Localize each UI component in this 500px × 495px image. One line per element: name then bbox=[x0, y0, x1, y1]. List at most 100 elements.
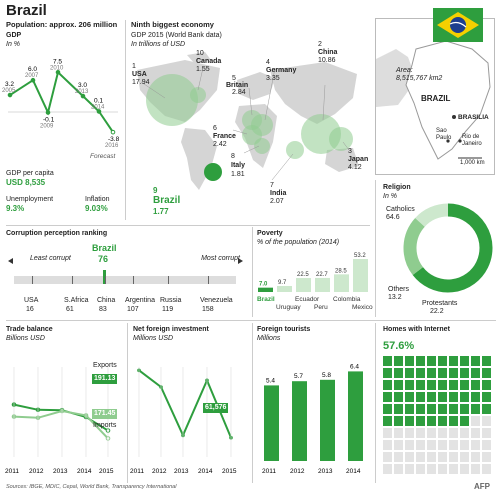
economy-name-germany: Germany bbox=[266, 67, 297, 74]
internet-square-grid bbox=[383, 356, 495, 480]
arrow-left-icon bbox=[8, 258, 13, 264]
inflation-value: 9.03% bbox=[85, 204, 108, 213]
internet-square bbox=[405, 452, 414, 462]
divider bbox=[125, 20, 126, 220]
tourists-bar bbox=[320, 379, 335, 461]
canada-bubble bbox=[190, 87, 206, 103]
economy-name-brazil: Brazil bbox=[153, 195, 181, 206]
internet-square bbox=[405, 464, 414, 474]
economy-value-britain: 2.84 bbox=[232, 89, 246, 96]
corruption-brazil-rank: 76 bbox=[98, 254, 109, 264]
brasilia-dot bbox=[452, 115, 456, 119]
corruption-country-rank: 119 bbox=[162, 306, 174, 313]
poverty-bar bbox=[315, 277, 330, 292]
internet-square bbox=[438, 380, 447, 390]
internet-square bbox=[471, 380, 480, 390]
corruption-left-label: Least corrupt bbox=[30, 255, 71, 262]
corruption-tick bbox=[133, 276, 134, 284]
internet-square bbox=[460, 380, 469, 390]
internet-square bbox=[405, 368, 414, 378]
internet-square bbox=[482, 356, 491, 366]
sources-text: Sources: IBGE, MDIC, Cepal, World Bank, … bbox=[6, 484, 177, 490]
gdp-year-label: 2013 bbox=[75, 89, 89, 95]
religion-others-value: 13.2 bbox=[388, 294, 402, 301]
internet-square bbox=[460, 368, 469, 378]
map-scale-label: 1,000 km bbox=[460, 160, 485, 166]
leader-lines bbox=[140, 67, 350, 181]
gdp-chart: 3.220056.02007-0.120097.520103.020130.12… bbox=[2, 58, 120, 160]
economy-name-britain: Britain bbox=[226, 82, 249, 89]
internet-square bbox=[394, 428, 403, 438]
internet-square bbox=[416, 404, 425, 414]
internet-square bbox=[460, 452, 469, 462]
internet-square bbox=[438, 428, 447, 438]
poverty-value-label: 22.5 bbox=[297, 272, 309, 278]
gdp-unit: In % bbox=[6, 41, 21, 48]
gdp-point bbox=[45, 110, 51, 115]
religion-unit: In % bbox=[383, 193, 398, 200]
internet-square bbox=[482, 416, 491, 426]
fdi-year-label: 2015 bbox=[222, 468, 237, 475]
poverty-chart: 7.0 Brazil 9.7 Uruguay 22.5 Ecuador 22.7 Peru 28… bbox=[257, 253, 373, 311]
tourists-bar bbox=[348, 371, 363, 461]
map-country-label: BRAZIL bbox=[421, 94, 451, 103]
gdp-point bbox=[80, 93, 86, 99]
internet-square bbox=[405, 356, 414, 366]
internet-square bbox=[383, 440, 392, 450]
usa-bubble bbox=[146, 74, 198, 126]
corruption-tick bbox=[32, 276, 33, 284]
internet-square bbox=[394, 392, 403, 402]
poverty-value-label: 7.0 bbox=[259, 282, 268, 288]
divider bbox=[252, 227, 253, 317]
internet-square bbox=[383, 428, 392, 438]
divider bbox=[6, 320, 496, 321]
tourists-year-label: 2014 bbox=[346, 468, 361, 475]
corruption-country-rank: 83 bbox=[99, 306, 107, 313]
fdi-year-label: 2013 bbox=[174, 468, 189, 475]
internet-square bbox=[416, 380, 425, 390]
brazil-flag-icon bbox=[433, 8, 483, 42]
internet-square bbox=[405, 416, 414, 426]
internet-square bbox=[416, 356, 425, 366]
religion-others-label: Others bbox=[388, 286, 410, 293]
internet-square bbox=[471, 464, 480, 474]
internet-square bbox=[438, 356, 447, 366]
fdi-year-label: 2011 bbox=[130, 468, 144, 475]
corruption-country-rank: 16 bbox=[26, 306, 34, 313]
tourists-chart: 5.4 2011 5.7 2012 5.8 2013 6.4 2014 bbox=[262, 363, 363, 475]
religion-protestants-label: Protestants bbox=[422, 300, 458, 307]
internet-square bbox=[416, 452, 425, 462]
tourists-year-label: 2013 bbox=[318, 468, 333, 475]
fdi-unit: Millions USD bbox=[133, 335, 174, 342]
religion-slice bbox=[412, 203, 493, 293]
economy-subtitle: GDP 2015 (World Bank data) bbox=[131, 32, 222, 39]
economy-value-usa: 17.94 bbox=[132, 79, 150, 86]
internet-square bbox=[482, 404, 491, 414]
internet-square bbox=[383, 356, 392, 366]
tourists-bar bbox=[292, 381, 307, 461]
economy-name-france: France bbox=[213, 133, 236, 140]
internet-square bbox=[460, 392, 469, 402]
map-city-rio: Rio de Janeiro bbox=[462, 134, 482, 147]
internet-square bbox=[427, 452, 436, 462]
internet-square bbox=[482, 452, 491, 462]
religion-catholics-value: 64.6 bbox=[386, 214, 400, 221]
internet-square bbox=[482, 440, 491, 450]
internet-square bbox=[427, 428, 436, 438]
economy-name-china: China bbox=[318, 49, 338, 56]
internet-square bbox=[438, 452, 447, 462]
poverty-country-label: Peru bbox=[314, 304, 328, 311]
internet-square bbox=[383, 392, 392, 402]
internet-square bbox=[482, 392, 491, 402]
internet-square bbox=[449, 380, 458, 390]
page-title: Brazil bbox=[6, 2, 47, 19]
internet-square bbox=[405, 428, 414, 438]
gdp-point bbox=[30, 77, 36, 83]
poverty-bar bbox=[334, 274, 349, 292]
internet-square bbox=[427, 404, 436, 414]
gdp-value-label: 6.0 bbox=[28, 66, 37, 73]
italy-bubble bbox=[254, 138, 270, 154]
internet-square bbox=[482, 380, 491, 390]
internet-square bbox=[405, 404, 414, 414]
internet-square bbox=[416, 440, 425, 450]
